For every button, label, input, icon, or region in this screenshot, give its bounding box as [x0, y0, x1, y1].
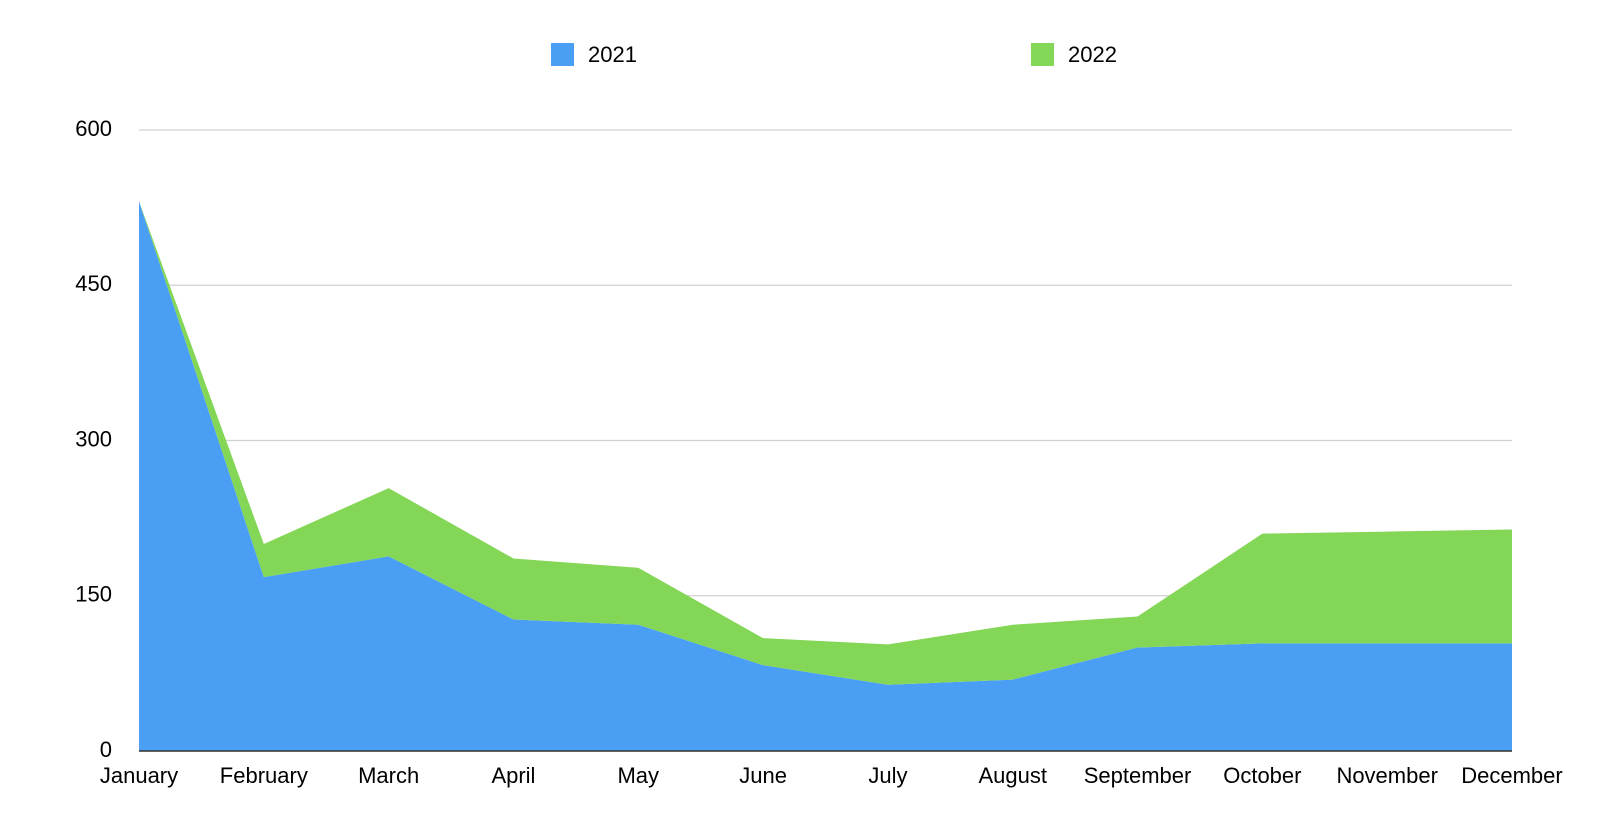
x-tick-label: February	[220, 763, 308, 788]
x-tick-label: May	[617, 763, 659, 788]
legend-label: 2021	[588, 42, 637, 67]
x-tick-label: September	[1084, 763, 1192, 788]
x-tick-label: December	[1461, 763, 1562, 788]
y-tick-label: 0	[100, 737, 112, 762]
x-tick-label: July	[868, 763, 907, 788]
y-tick-label: 150	[75, 582, 112, 607]
x-tick-label: November	[1336, 763, 1437, 788]
legend-swatch	[1031, 43, 1054, 66]
y-tick-label: 450	[75, 271, 112, 296]
y-tick-label: 300	[75, 426, 112, 451]
area	[139, 201, 1512, 685]
x-tick-label: October	[1223, 763, 1301, 788]
area	[139, 201, 1512, 752]
legend-label: 2022	[1068, 42, 1117, 67]
x-tick-label: April	[491, 763, 535, 788]
x-tick-label: January	[100, 763, 178, 788]
legend-swatch	[551, 43, 574, 66]
y-tick-label: 600	[75, 116, 112, 141]
x-tick-label: August	[978, 763, 1047, 788]
x-tick-label: March	[358, 763, 419, 788]
x-tick-label: June	[739, 763, 787, 788]
